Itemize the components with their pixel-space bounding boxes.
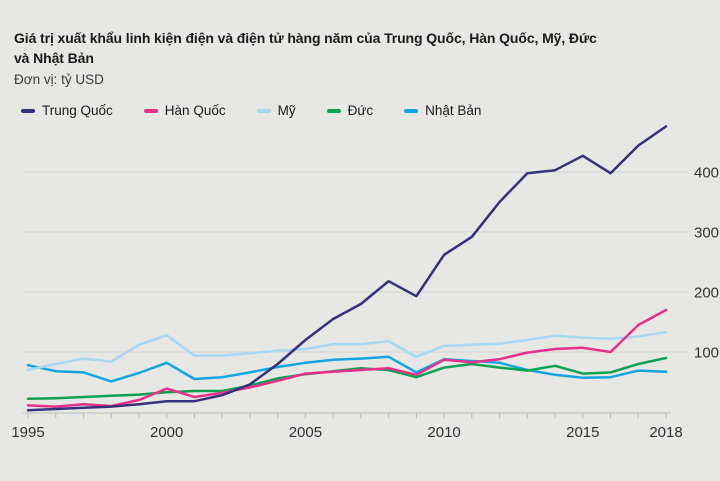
legend-label-my: Mỹ <box>277 103 296 118</box>
legend-item-han-quoc: Hàn Quốc <box>143 103 226 118</box>
x-tick-label-2000: 2000 <box>150 424 183 441</box>
line-series-han-quoc <box>26 308 668 408</box>
legend: Trung Quốc Hàn Quốc Mỹ Đức Nhật Bản <box>21 103 481 118</box>
y-tick-label-400: 400 <box>694 164 719 181</box>
legend-swatch-nhat-ban <box>404 108 419 113</box>
legend-swatch-han-quoc <box>143 108 158 113</box>
legend-item-duc: Đức <box>326 103 374 118</box>
legend-swatch-trung-quoc <box>21 108 35 113</box>
chart-title-line2: và Nhật Bản <box>14 50 94 66</box>
legend-label-han-quoc: Hàn Quốc <box>164 103 226 118</box>
x-tick-label-1995: 1995 <box>11 424 44 441</box>
legend-item-trung-quoc: Trung Quốc <box>21 103 113 118</box>
chart-unit-label: Đơn vị: tỷ USD <box>14 72 104 87</box>
chart-title: Giá trị xuất khẩu linh kiện điện và điện… <box>14 28 597 68</box>
legend-swatch-duc <box>326 108 341 113</box>
legend-item-nhat-ban: Nhật Bản <box>404 103 481 118</box>
y-tick-label-200: 200 <box>694 284 719 301</box>
legend-label-duc: Đức <box>347 103 374 118</box>
line-series-nhat-ban <box>26 355 668 383</box>
x-tick-label-2015: 2015 <box>566 424 599 441</box>
x-tick-label-2018: 2018 <box>649 424 682 441</box>
x-tick-label-2010: 2010 <box>427 424 460 441</box>
y-tick-label-100: 100 <box>694 344 719 361</box>
line-series-my <box>26 330 668 372</box>
y-tick-label-300: 300 <box>694 224 719 241</box>
x-tick-label-2005: 2005 <box>289 424 322 441</box>
legend-label-trung-quoc: Trung Quốc <box>42 103 113 118</box>
legend-item-my: Mỹ <box>256 103 296 118</box>
line-series-trung-quoc <box>26 125 668 412</box>
legend-swatch-my <box>256 108 271 113</box>
chart-title-line1: Giá trị xuất khẩu linh kiện điện và điện… <box>14 30 597 46</box>
legend-label-nhat-ban: Nhật Bản <box>425 103 482 118</box>
